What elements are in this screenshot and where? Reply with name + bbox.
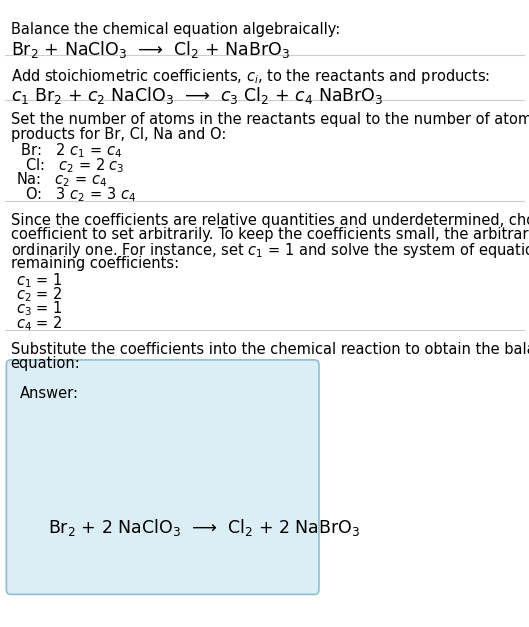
Text: ordinarily one. For instance, set $c_1$ = 1 and solve the system of equations fo: ordinarily one. For instance, set $c_1$ … [11, 241, 529, 260]
Text: Cl:   $c_2$ = 2 $c_3$: Cl: $c_2$ = 2 $c_3$ [16, 156, 124, 175]
Text: $c_1$ = 1: $c_1$ = 1 [16, 271, 62, 290]
Text: Substitute the coefficients into the chemical reaction to obtain the balanced: Substitute the coefficients into the che… [11, 342, 529, 357]
Text: products for Br, Cl, Na and O:: products for Br, Cl, Na and O: [11, 127, 226, 142]
Text: remaining coefficients:: remaining coefficients: [11, 256, 179, 271]
Text: $c_1$ Br$_2$ + $c_2$ NaClO$_3$  ⟶  $c_3$ Cl$_2$ + $c_4$ NaBrO$_3$: $c_1$ Br$_2$ + $c_2$ NaClO$_3$ ⟶ $c_3$ C… [11, 85, 383, 105]
Text: Br:   2 $c_1$ = $c_4$: Br: 2 $c_1$ = $c_4$ [16, 142, 122, 161]
Text: $c_2$ = 2: $c_2$ = 2 [16, 285, 62, 304]
Text: Balance the chemical equation algebraically:: Balance the chemical equation algebraica… [11, 22, 340, 37]
Text: Answer:: Answer: [20, 386, 79, 401]
Text: Na:   $c_2$ = $c_4$: Na: $c_2$ = $c_4$ [16, 171, 107, 189]
Text: Br$_2$ + NaClO$_3$  ⟶  Cl$_2$ + NaBrO$_3$: Br$_2$ + NaClO$_3$ ⟶ Cl$_2$ + NaBrO$_3$ [11, 39, 290, 60]
Text: Since the coefficients are relative quantities and underdetermined, choose a: Since the coefficients are relative quan… [11, 213, 529, 228]
Text: Br$_2$ + 2 NaClO$_3$  ⟶  Cl$_2$ + 2 NaBrO$_3$: Br$_2$ + 2 NaClO$_3$ ⟶ Cl$_2$ + 2 NaBrO$… [48, 517, 360, 538]
Text: O:   3 $c_2$ = 3 $c_4$: O: 3 $c_2$ = 3 $c_4$ [16, 185, 136, 204]
Text: Add stoichiometric coefficients, $c_i$, to the reactants and products:: Add stoichiometric coefficients, $c_i$, … [11, 67, 490, 86]
Text: equation:: equation: [11, 356, 80, 371]
FancyBboxPatch shape [6, 360, 319, 594]
Text: $c_4$ = 2: $c_4$ = 2 [16, 314, 62, 333]
Text: coefficient to set arbitrarily. To keep the coefficients small, the arbitrary va: coefficient to set arbitrarily. To keep … [11, 227, 529, 242]
Text: $c_3$ = 1: $c_3$ = 1 [16, 300, 62, 319]
Text: Set the number of atoms in the reactants equal to the number of atoms in the: Set the number of atoms in the reactants… [11, 112, 529, 127]
